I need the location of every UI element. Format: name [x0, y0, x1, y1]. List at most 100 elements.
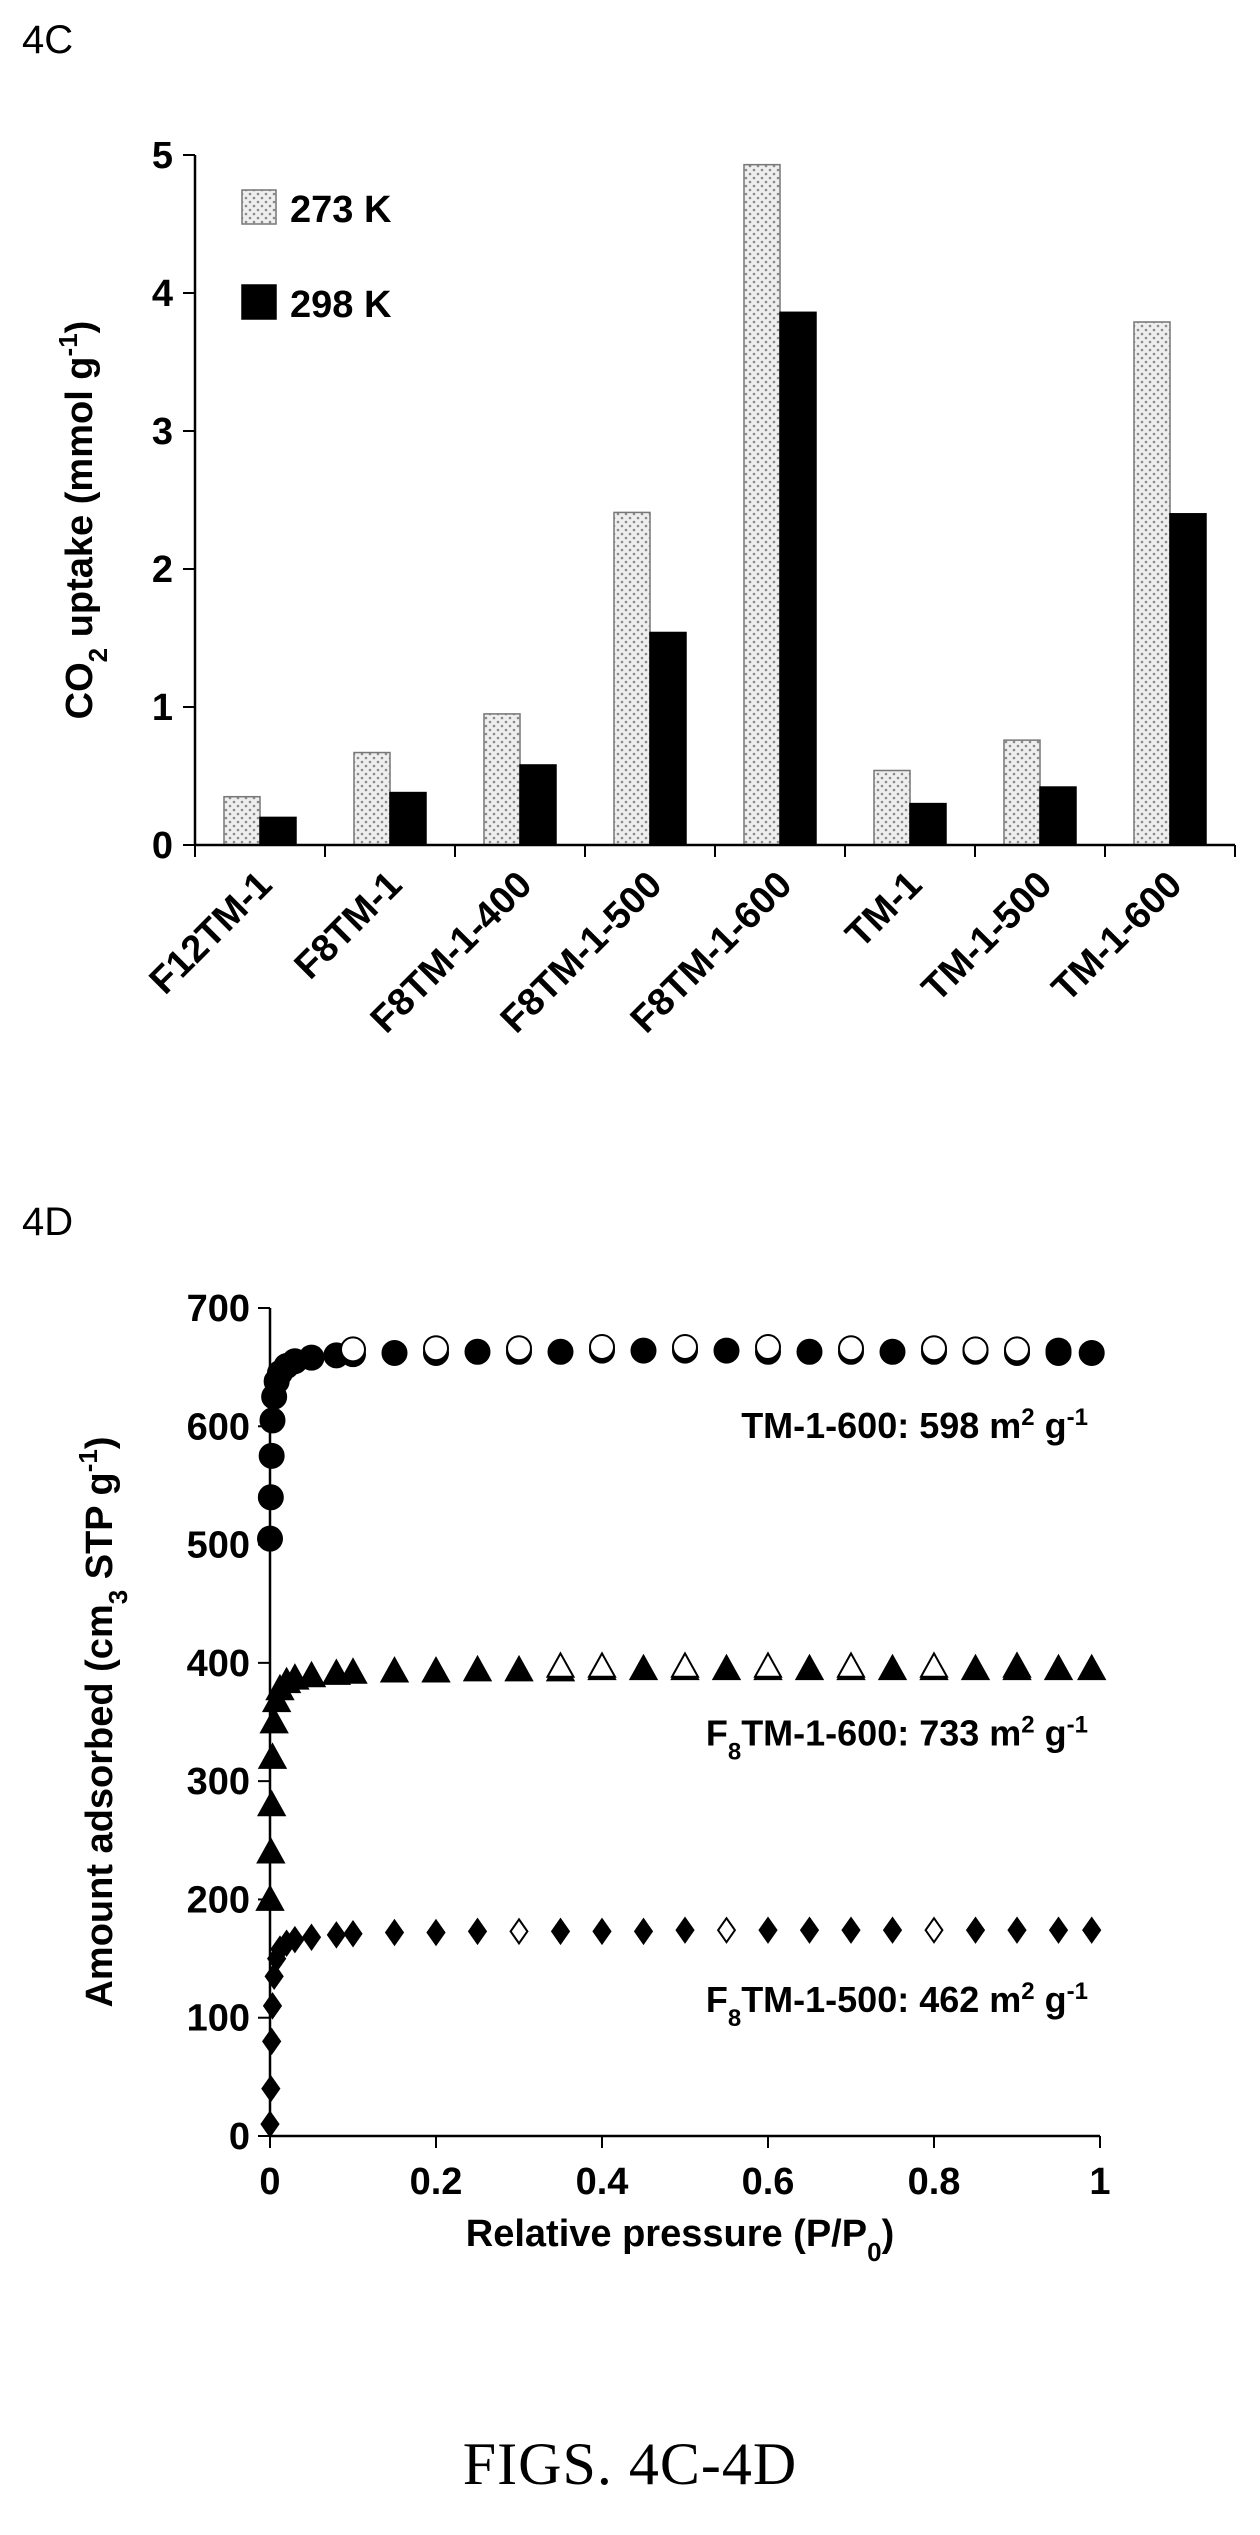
- y-tick-label: 100: [187, 1998, 250, 2040]
- bar-tm-1-273k: [873, 769, 911, 846]
- bar-tm-1-500-298k: [1039, 786, 1077, 846]
- data-point-diamond: [965, 1916, 986, 1944]
- data-point-diamond: [882, 1916, 903, 1944]
- data-point-circle: [340, 1336, 366, 1363]
- x-tick-label: 0.6: [742, 2161, 795, 2203]
- data-point-triangle: [877, 1653, 908, 1681]
- data-point-circle: [630, 1337, 657, 1364]
- data-point-circle: [1078, 1339, 1105, 1366]
- data-point-circle: [381, 1339, 408, 1366]
- series-annotation-diamond: F8TM-1-500: 462 m2 g-1: [706, 1977, 1088, 2031]
- y-tick-label: 700: [187, 1288, 250, 1330]
- bar-f8tm-1-273k: [353, 751, 391, 846]
- series-annotation-circle: TM-1-600: 598 m2 g-1: [741, 1404, 1088, 1447]
- legend-label: 298 K: [290, 284, 392, 326]
- series-circle: [257, 1334, 1105, 1552]
- bar-tm-1-600-298k: [1169, 513, 1207, 846]
- y-tick-label: 500: [187, 1525, 250, 1567]
- data-point-circle: [547, 1338, 574, 1365]
- data-point-diamond: [758, 1916, 778, 1944]
- x-tick-label: F8TM-1: [287, 864, 411, 988]
- data-point-circle: [506, 1335, 532, 1362]
- x-tick-label: TM-1-500: [914, 864, 1060, 1010]
- data-point-diamond: [285, 1925, 305, 1954]
- data-point-circle: [672, 1334, 698, 1361]
- data-point-triangle: [545, 1651, 576, 1678]
- series-annotation-triangle: F8TM-1-600: 733 m2 g-1: [706, 1711, 1088, 1765]
- bar-f8tm-1-400-273k: [483, 713, 521, 846]
- data-point-circle: [879, 1338, 906, 1365]
- data-point-triangle: [836, 1651, 866, 1678]
- y-tick-label: 0: [229, 2116, 250, 2158]
- data-point-triangle: [379, 1656, 410, 1683]
- data-point-triangle: [919, 1651, 949, 1678]
- data-point-diamond: [550, 1917, 571, 1946]
- bar-f12tm-1-298k: [259, 816, 297, 846]
- data-point-diamond: [1007, 1916, 1027, 1944]
- bar-f8tm-1-500-273k: [613, 511, 651, 846]
- data-point-diamond: [509, 1917, 529, 1946]
- legend-label: 273 K: [290, 189, 392, 231]
- y-tick-label: 200: [187, 1879, 250, 1921]
- y-tick-label: 1: [152, 687, 173, 729]
- x-tick-label: 0.2: [410, 2161, 463, 2203]
- figure-caption: FIGS. 4C-4D: [462, 2431, 798, 2497]
- y-tick-label: 5: [152, 135, 173, 177]
- bar-tm-1-298k: [909, 802, 947, 846]
- data-point-circle: [298, 1344, 325, 1371]
- data-point-circle: [755, 1334, 781, 1361]
- bar-f8tm-1-600-273k: [743, 163, 781, 846]
- data-point-diamond: [716, 1916, 737, 1944]
- data-point-diamond: [1082, 1916, 1102, 1944]
- data-point-circle: [1004, 1336, 1030, 1363]
- legend-swatch: [241, 189, 277, 225]
- data-point-diamond: [326, 1921, 347, 1949]
- panel-label-4c: 4C: [22, 18, 74, 62]
- x-tick-label: 0.8: [908, 2161, 961, 2203]
- data-point-triangle: [628, 1653, 659, 1681]
- y-tick-label: 400: [187, 1643, 250, 1685]
- y-axis-title-amount-adsorbed: Amount adsorbed (cm3 STP g-1): [73, 1436, 133, 2007]
- x-tick-label: F12TM-1: [142, 864, 281, 1003]
- data-point-circle: [713, 1337, 740, 1364]
- data-point-triangle: [670, 1651, 700, 1678]
- data-point-triangle: [753, 1651, 783, 1678]
- data-point-triangle: [296, 1660, 327, 1688]
- bar-f8tm-1-600-298k: [779, 311, 817, 846]
- bar-f8tm-1-400-298k: [519, 764, 557, 846]
- data-point-diamond: [841, 1916, 861, 1944]
- y-tick-label: 600: [187, 1406, 250, 1448]
- data-point-diamond: [426, 1918, 446, 1947]
- data-point-circle: [796, 1338, 823, 1365]
- data-point-circle: [921, 1335, 947, 1362]
- data-point-diamond: [924, 1916, 944, 1944]
- data-point-diamond: [675, 1916, 695, 1944]
- y-tick-label: 4: [152, 273, 173, 315]
- x-tick-label: 1: [1089, 2161, 1110, 2203]
- x-tick-label: 0: [259, 2161, 280, 2203]
- y-axis-title-co2-uptake: CO2 uptake (mmol g-1): [53, 321, 113, 720]
- x-tick-label: TM-1: [838, 864, 930, 956]
- data-point-circle: [589, 1334, 615, 1361]
- data-point-triangle: [257, 1742, 288, 1769]
- series-triangle: [255, 1651, 1107, 1911]
- bar-tm-1-500-273k: [1003, 739, 1041, 846]
- data-point-diamond: [301, 1923, 322, 1952]
- data-point-diamond: [633, 1917, 654, 1946]
- data-point-triangle: [794, 1653, 825, 1681]
- data-point-triangle: [462, 1654, 493, 1682]
- data-point-diamond: [592, 1917, 612, 1946]
- data-point-triangle: [1002, 1651, 1032, 1678]
- data-point-triangle: [960, 1653, 991, 1681]
- data-point-triangle: [421, 1656, 451, 1683]
- legend-swatch: [241, 284, 277, 320]
- data-point-circle: [464, 1338, 491, 1365]
- data-point-diamond: [1048, 1916, 1069, 1944]
- data-point-triangle: [504, 1654, 534, 1682]
- data-point-triangle: [711, 1653, 742, 1681]
- data-point-triangle: [338, 1657, 368, 1684]
- series-diamond: [260, 1916, 1102, 2138]
- data-point-circle: [838, 1335, 864, 1362]
- bar-f12tm-1-273k: [223, 795, 261, 846]
